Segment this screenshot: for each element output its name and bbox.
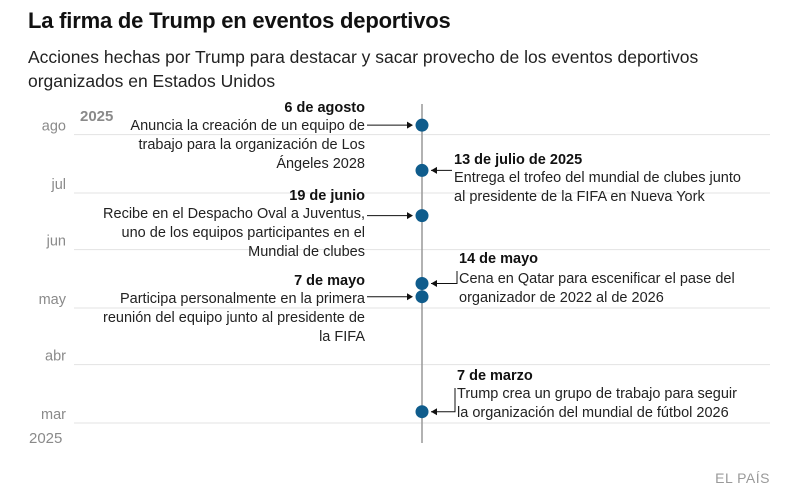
event-date: 14 de mayo: [459, 251, 538, 267]
event-dot: [415, 405, 429, 419]
event-1: 6 de agosto Anuncia la creación de un equ…: [130, 100, 429, 172]
event-description-line: Ángeles 2028: [276, 155, 365, 172]
event-dot: [415, 209, 429, 223]
arrowhead-icon: [431, 280, 437, 288]
event-4: 14 de mayo Cena en Qatar para escenificar…: [415, 251, 735, 306]
event-description-line: Cena en Qatar para escenificar el pase d…: [459, 271, 735, 287]
event-6: 7 de marzo Trump crea un grupo de trabajo…: [415, 368, 737, 421]
event-dot: [415, 118, 429, 132]
tick-label-may: may: [39, 292, 67, 308]
month-ticks: mar abr may jun jul ago: [39, 119, 67, 423]
arrowhead-icon: [431, 408, 437, 416]
event-5: 7 de mayo Participa personalmente en la p…: [103, 273, 429, 345]
arrowhead-icon: [407, 121, 413, 129]
arrowhead-icon: [407, 212, 413, 220]
tick-label-jun: jun: [46, 234, 66, 250]
tick-label-abr: abr: [45, 349, 66, 365]
event-date: 13 de julio de 2025: [454, 152, 582, 168]
event-description-line: la FIFA: [319, 329, 365, 345]
event-date: 19 de junio: [289, 188, 365, 204]
tick-label-ago: ago: [42, 119, 66, 135]
tick-label-mar: mar: [41, 407, 66, 423]
year-label-top: 2025: [80, 108, 113, 125]
arrowhead-icon: [407, 293, 413, 301]
event-description-line: Participa personalmente en la primera: [120, 291, 366, 307]
event-description-line: trabajo para la organización de Los: [138, 137, 365, 153]
event-dot: [415, 290, 429, 304]
event-date: 7 de marzo: [457, 368, 533, 384]
event-description-line: Recibe en el Despacho Oval a Juventus,: [103, 206, 365, 222]
events: 6 de agosto Anuncia la creación de un equ…: [103, 100, 741, 421]
event-description-line: Anuncia la creación de un equipo de: [130, 118, 365, 134]
chart-title: La firma de Trump en eventos deportivos: [28, 8, 451, 33]
event-connector: [431, 271, 458, 285]
event-description-line: Entrega el trofeo del mundial de clubes …: [454, 170, 741, 186]
event-dot: [415, 163, 429, 177]
event-dot: [415, 277, 429, 291]
event-date: 7 de mayo: [294, 273, 365, 289]
event-connector: [431, 388, 456, 413]
source-credit: EL PAÍS: [715, 470, 770, 486]
event-description-line: uno de los equipos participantes en el: [122, 225, 365, 241]
arrowhead-icon: [431, 166, 437, 174]
event-date: 6 de agosto: [284, 100, 365, 116]
event-description-line: reunión del equipo junto al presidente d…: [103, 310, 365, 326]
event-description-line: la organización del mundial de fútbol 20…: [457, 405, 729, 421]
event-description-line: organizador de 2022 al de 2026: [459, 290, 664, 306]
event-3: 19 de junio Recibe en el Despacho Oval a …: [103, 188, 429, 260]
event-2: 13 de julio de 2025 Entrega el trofeo del…: [415, 152, 741, 205]
event-description-line: Trump crea un grupo de trabajo para segu…: [457, 386, 737, 402]
event-description-line: Mundial de clubes: [248, 244, 365, 260]
event-description-line: al presidente de la FIFA en Nueva York: [454, 189, 705, 205]
chart-subtitle: Acciones hechas por Trump para destacar …: [28, 47, 699, 91]
tick-label-jul: jul: [50, 177, 66, 193]
year-label-bottom: 2025: [29, 430, 62, 447]
